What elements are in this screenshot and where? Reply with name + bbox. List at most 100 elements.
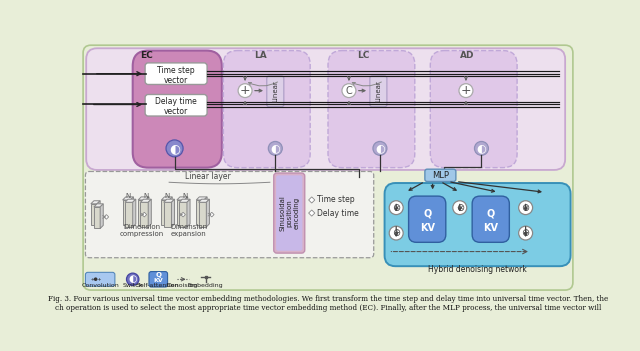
Polygon shape bbox=[206, 199, 209, 227]
Text: Dimension
compression: Dimension compression bbox=[120, 224, 164, 237]
Text: ⊕: ⊕ bbox=[522, 228, 530, 238]
Text: ⊗: ⊗ bbox=[456, 203, 464, 213]
Polygon shape bbox=[146, 197, 149, 225]
Circle shape bbox=[389, 226, 403, 240]
Polygon shape bbox=[308, 197, 315, 203]
Circle shape bbox=[127, 273, 139, 285]
Text: LA: LA bbox=[254, 51, 267, 60]
Text: ⊗: ⊗ bbox=[522, 203, 530, 213]
FancyBboxPatch shape bbox=[86, 48, 565, 170]
FancyBboxPatch shape bbox=[425, 169, 456, 181]
Circle shape bbox=[238, 84, 252, 98]
FancyBboxPatch shape bbox=[132, 51, 222, 168]
Polygon shape bbox=[180, 212, 186, 217]
Polygon shape bbox=[148, 199, 151, 227]
Text: Linear: Linear bbox=[272, 80, 278, 102]
Text: ◐: ◐ bbox=[169, 142, 180, 155]
Polygon shape bbox=[123, 200, 131, 225]
Polygon shape bbox=[184, 197, 188, 225]
Polygon shape bbox=[196, 200, 204, 225]
FancyBboxPatch shape bbox=[85, 272, 115, 286]
Text: Delay time
vector: Delay time vector bbox=[156, 97, 197, 117]
Polygon shape bbox=[179, 199, 190, 202]
Polygon shape bbox=[187, 199, 190, 227]
Text: KV: KV bbox=[420, 224, 435, 233]
Circle shape bbox=[373, 141, 387, 155]
Circle shape bbox=[166, 140, 183, 157]
Polygon shape bbox=[164, 202, 172, 227]
FancyBboxPatch shape bbox=[149, 272, 168, 287]
Text: Hybrid denoising network: Hybrid denoising network bbox=[428, 265, 527, 273]
Polygon shape bbox=[161, 197, 172, 200]
FancyBboxPatch shape bbox=[430, 51, 517, 168]
Circle shape bbox=[459, 84, 473, 98]
Polygon shape bbox=[125, 199, 136, 202]
Polygon shape bbox=[209, 212, 214, 217]
Polygon shape bbox=[164, 199, 175, 202]
Polygon shape bbox=[179, 202, 187, 227]
FancyBboxPatch shape bbox=[145, 63, 207, 85]
Circle shape bbox=[474, 141, 488, 155]
Text: Linear layer: Linear layer bbox=[185, 172, 231, 181]
Polygon shape bbox=[140, 202, 148, 227]
Polygon shape bbox=[172, 199, 175, 227]
Circle shape bbox=[342, 84, 356, 98]
Polygon shape bbox=[125, 202, 132, 227]
Circle shape bbox=[268, 141, 282, 155]
Text: C: C bbox=[346, 86, 352, 95]
Text: Self-attention: Self-attention bbox=[137, 283, 179, 288]
Polygon shape bbox=[169, 197, 172, 225]
Text: Sinusoidal
position
encoding: Sinusoidal position encoding bbox=[279, 195, 300, 231]
Polygon shape bbox=[100, 204, 103, 229]
Polygon shape bbox=[132, 199, 136, 227]
Circle shape bbox=[518, 226, 532, 240]
Text: MLP: MLP bbox=[432, 171, 449, 180]
Polygon shape bbox=[308, 210, 315, 216]
Text: AD: AD bbox=[460, 51, 474, 60]
Text: Convolution: Convolution bbox=[81, 283, 119, 288]
FancyBboxPatch shape bbox=[85, 172, 374, 258]
Text: Delay time: Delay time bbox=[317, 208, 359, 218]
Text: Q: Q bbox=[156, 272, 161, 278]
Text: EC: EC bbox=[140, 51, 153, 60]
Text: ◐: ◐ bbox=[271, 143, 280, 153]
Polygon shape bbox=[177, 200, 184, 225]
Text: +: + bbox=[461, 84, 471, 97]
Polygon shape bbox=[131, 197, 134, 225]
Text: +●+: +●+ bbox=[91, 277, 102, 282]
Text: N: N bbox=[182, 193, 188, 199]
Circle shape bbox=[518, 201, 532, 214]
Text: Q: Q bbox=[423, 208, 431, 218]
Polygon shape bbox=[177, 197, 188, 200]
FancyBboxPatch shape bbox=[472, 196, 509, 242]
Circle shape bbox=[452, 201, 467, 214]
FancyBboxPatch shape bbox=[274, 173, 305, 253]
Polygon shape bbox=[91, 201, 100, 204]
Polygon shape bbox=[198, 202, 206, 227]
Polygon shape bbox=[94, 204, 103, 207]
Polygon shape bbox=[97, 201, 100, 225]
Text: Q: Q bbox=[486, 208, 495, 218]
Polygon shape bbox=[196, 197, 207, 200]
FancyBboxPatch shape bbox=[328, 51, 415, 168]
FancyBboxPatch shape bbox=[385, 183, 571, 266]
Text: Embedding: Embedding bbox=[188, 283, 223, 288]
Text: ⊕: ⊕ bbox=[392, 228, 400, 238]
Polygon shape bbox=[138, 200, 146, 225]
Text: ◐: ◐ bbox=[375, 143, 385, 153]
Polygon shape bbox=[138, 197, 149, 200]
Text: ◐: ◐ bbox=[477, 143, 486, 153]
Polygon shape bbox=[198, 199, 209, 202]
Text: N: N bbox=[164, 193, 170, 199]
Text: Switch: Switch bbox=[122, 283, 143, 288]
FancyBboxPatch shape bbox=[408, 196, 446, 242]
Text: KV: KV bbox=[154, 278, 163, 283]
Text: N: N bbox=[143, 193, 148, 199]
Text: Denoising: Denoising bbox=[166, 283, 198, 288]
FancyBboxPatch shape bbox=[370, 76, 387, 107]
FancyBboxPatch shape bbox=[276, 176, 303, 251]
Text: +: + bbox=[240, 84, 250, 97]
Text: Linear: Linear bbox=[376, 80, 381, 102]
Text: Dimension
expansion: Dimension expansion bbox=[170, 224, 207, 237]
Text: Fig. 3. Four various universal time vector embedding methodologies. We first tra: Fig. 3. Four various universal time vect… bbox=[48, 295, 608, 312]
